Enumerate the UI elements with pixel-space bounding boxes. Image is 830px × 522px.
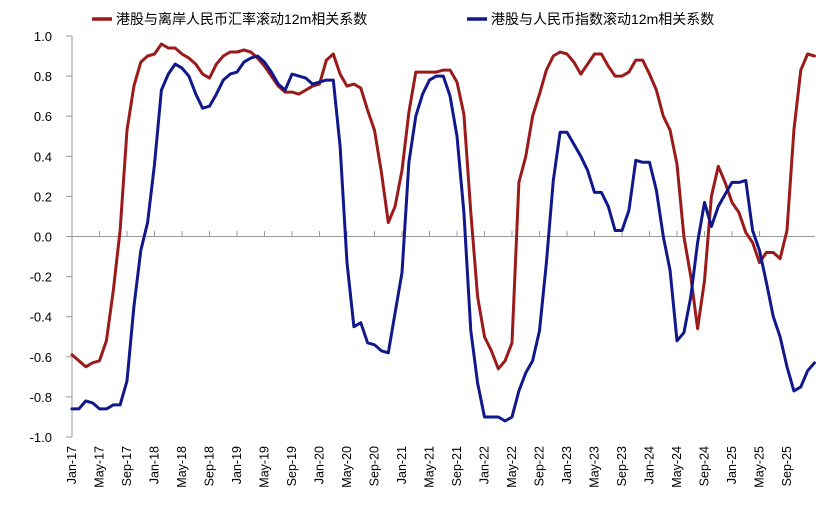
x-tick-label: Jan-21	[395, 446, 409, 484]
x-axis-ticks: Jan-17 May-17 Sep-17 Jan-18 May-18 Sep-18 Jan-…	[65, 231, 794, 488]
x-tick-label: May-17	[93, 446, 107, 488]
x-tick-label: Jan-22	[478, 446, 492, 484]
x-tick-label: Sep-25	[780, 446, 794, 486]
y-tick-label: 0.4	[34, 149, 52, 164]
legend-item-rmb-index: 港股与人民币指数滚动12m相关系数	[467, 11, 714, 27]
y-tick-label: 0.8	[34, 69, 52, 84]
y-tick-label: -0.2	[30, 270, 52, 285]
x-tick-label: Jan-23	[560, 446, 574, 484]
series-lines	[70, 42, 816, 423]
x-tick-label: Sep-23	[615, 446, 629, 486]
y-tick-label: 1.0	[34, 29, 52, 44]
x-tick-label: Jan-20	[313, 446, 327, 484]
y-tick-label: -0.6	[30, 350, 52, 365]
x-tick-label: Sep-21	[450, 446, 464, 486]
legend-item-offshore-rmb: 港股与离岸人民币汇率滚动12m相关系数	[92, 11, 367, 27]
x-tick-label: Sep-17	[120, 446, 134, 486]
x-tick-label: Jan-24	[643, 446, 657, 484]
y-tick-label: 0.2	[34, 189, 52, 204]
y-tick-label: 0.0	[34, 230, 52, 245]
x-tick-label: May-19	[258, 446, 272, 488]
x-tick-label: Sep-19	[285, 446, 299, 486]
x-tick-label: Sep-20	[368, 446, 382, 486]
legend-label-offshore-rmb: 港股与离岸人民币汇率滚动12m相关系数	[116, 11, 367, 27]
y-axis-ticks: 1.0 0.8 0.6 0.4 0.2 0.0 -0.2 -0.4 -0.6 -0.8 -1.0	[30, 29, 72, 445]
legend: 港股与离岸人民币汇率滚动12m相关系数 港股与人民币指数滚动12m相关系数	[92, 11, 714, 27]
x-tick-label: Jan-18	[148, 446, 162, 484]
x-tick-label: May-23	[588, 446, 602, 488]
legend-label-rmb-index: 港股与人民币指数滚动12m相关系数	[491, 11, 714, 27]
x-tick-label: Sep-24	[698, 446, 712, 486]
x-tick-label: Jan-25	[725, 446, 739, 484]
x-tick-label: Jan-17	[65, 446, 79, 484]
x-tick-label: May-24	[670, 446, 684, 488]
x-tick-label: May-20	[340, 446, 354, 488]
y-tick-label: -0.4	[30, 310, 52, 325]
series-line-rmb-index	[70, 54, 816, 423]
x-tick-label: Jan-19	[230, 446, 244, 484]
y-tick-label: 0.6	[34, 109, 52, 124]
x-tick-label: May-25	[753, 446, 767, 488]
x-tick-label: May-18	[175, 446, 189, 488]
series-line-offshore-rmb	[70, 42, 816, 371]
x-tick-label: May-22	[505, 446, 519, 488]
x-tick-label: May-21	[423, 446, 437, 488]
x-tick-label: Sep-22	[533, 446, 547, 486]
y-tick-label: -1.0	[30, 430, 52, 445]
y-tick-label: -0.8	[30, 390, 52, 405]
x-tick-label: Sep-18	[203, 446, 217, 486]
